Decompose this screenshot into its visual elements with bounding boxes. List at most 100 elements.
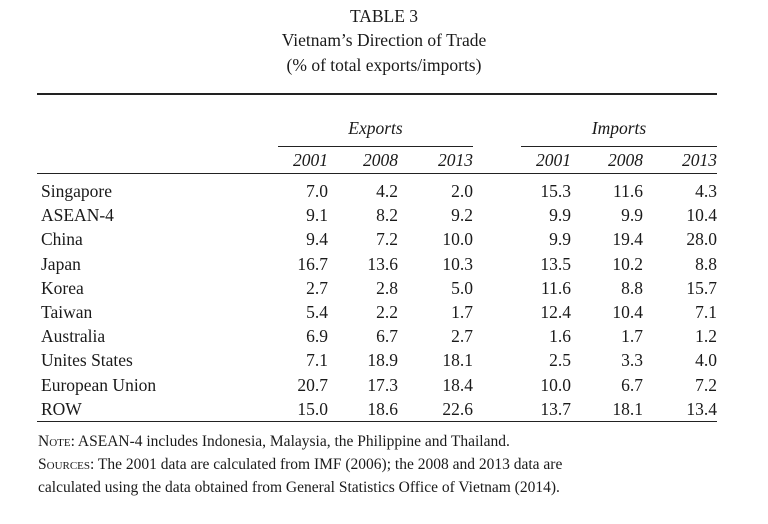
table-cell: 28.0 [686,229,717,250]
exports-group-rule [278,146,473,147]
table-cell: 9.9 [549,229,571,250]
table-cell: 6.9 [306,326,328,347]
sources-text: The 2001 data are calculated from IMF (2… [94,456,563,473]
table-row: Singapore 7.0 4.2 2.0 15.3 11.6 4.3 [0,179,768,203]
note-label: Note: [38,433,75,450]
table-cell: 10.0 [540,374,571,395]
table-cell: 8.8 [695,253,717,274]
table-cell: 8.2 [376,205,398,226]
table-note: Note: ASEAN-4 includes Indonesia, Malays… [38,431,728,453]
table-sources: Sources: The 2001 data are calculated fr… [38,454,728,476]
table-cell: 6.7 [621,374,643,395]
table-cell: 8.8 [621,277,643,298]
sources-label: Sources: [38,456,95,473]
table-cell: 10.4 [612,302,643,322]
table-cell: 10.4 [686,205,717,226]
table-cell: 7.2 [376,229,398,250]
row-label: Unites States [41,350,133,371]
table-cell: 9.1 [306,205,328,226]
row-label: Japan [41,253,81,274]
table-cell: 11.6 [541,277,571,298]
row-label: ASEAN-4 [41,205,114,226]
table-cell: 6.7 [376,326,398,347]
year-header: 2001 [536,150,571,170]
table-cell: 12.4 [540,302,571,322]
table-cell: 9.9 [621,205,643,226]
table-cell: 19.4 [612,229,643,250]
imports-group-header: Imports [591,118,647,138]
table-cell: 13.6 [367,253,398,274]
row-label: European Union [41,374,157,395]
table-cell: 2.8 [376,277,398,298]
table-row: ASEAN-4 9.1 8.2 9.2 9.9 9.9 10.4 [0,203,768,227]
table-cell: 18.6 [367,398,398,419]
table-cell: 13.4 [686,398,717,419]
table-cell: 10.2 [612,253,643,274]
table-cell: 4.0 [695,350,717,371]
exports-group-header: Exports [348,118,403,138]
table-cell: 15.3 [540,181,571,201]
row-label: Australia [41,326,106,347]
table-cell: 9.2 [451,205,473,226]
top-rule [37,93,717,95]
table-row: Taiwan 5.4 2.2 1.7 12.4 10.4 7.1 [0,300,768,324]
year-header: 2008 [608,150,643,170]
table-cell: 13.7 [540,398,571,419]
table-cell: 2.2 [376,302,398,322]
row-label: Taiwan [41,302,93,322]
table-cell: 2.5 [549,350,571,371]
table-sources-cont: calculated using the data obtained from … [38,479,560,496]
table-cell: 22.6 [442,398,473,419]
table-cell: 10.0 [442,229,473,250]
table-cell: 1.7 [621,326,643,347]
table-cell: 5.0 [451,277,473,298]
row-label: Singapore [41,181,112,201]
year-header: 2013 [438,150,473,170]
note-text: ASEAN-4 includes Indonesia, Malaysia, th… [74,433,510,450]
header-rule [37,173,717,174]
table-cell: 3.3 [621,350,643,371]
table-row: Australia 6.9 6.7 2.7 1.6 1.7 1.2 [0,324,768,348]
table-cell: 10.3 [442,253,473,274]
table-cell: 1.2 [695,326,717,347]
table-cell: 17.3 [367,374,398,395]
table-cell: 18.1 [442,350,473,371]
table-cell: 15.0 [297,398,328,419]
table-cell: 2.0 [451,181,473,201]
table-row: Korea 2.7 2.8 5.0 11.6 8.8 15.7 [0,276,768,300]
imports-group-rule [521,146,717,147]
table-cell: 4.3 [695,181,717,201]
table-cell: 7.0 [306,181,328,201]
table-cell: 13.5 [540,253,571,274]
table-cell: 4.2 [376,181,398,201]
table-cell: 2.7 [451,326,473,347]
year-header: 2013 [682,150,717,170]
table-cell: 18.9 [367,350,398,371]
table-cell: 9.4 [306,229,328,250]
table-cell: 1.6 [549,326,571,347]
table-cell: 20.7 [297,374,328,395]
table-row: Japan 16.7 13.6 10.3 13.5 10.2 8.8 [0,252,768,276]
table-cell: 9.9 [549,205,571,226]
row-label: China [41,229,83,250]
row-label: Korea [41,277,84,298]
year-header: 2008 [363,150,398,170]
table-cell: 16.7 [297,253,328,274]
table-cell: 15.7 [686,277,717,298]
table-row: Unites States 7.1 18.9 18.1 2.5 3.3 4.0 [0,348,768,372]
table-row: European Union 20.7 17.3 18.4 10.0 6.7 7.2 [0,373,768,397]
table-cell: 7.1 [695,302,717,322]
table-number: TABLE 3 [349,6,419,26]
table-subtitle: (% of total exports/imports) [286,55,482,75]
table-cell: 11.6 [613,181,643,201]
year-header: 2001 [293,150,328,170]
table-title: Vietnam’s Direction of Trade [281,30,487,50]
table-cell: 18.1 [612,398,643,419]
table-cell: 5.4 [306,302,328,322]
table-row: China 9.4 7.2 10.0 9.9 19.4 28.0 [0,227,768,251]
table-cell: 2.7 [306,277,328,298]
table-cell: 7.2 [695,374,717,395]
bottom-rule [37,421,717,422]
table-cell: 1.7 [451,302,473,322]
table-cell: 7.1 [306,350,328,371]
